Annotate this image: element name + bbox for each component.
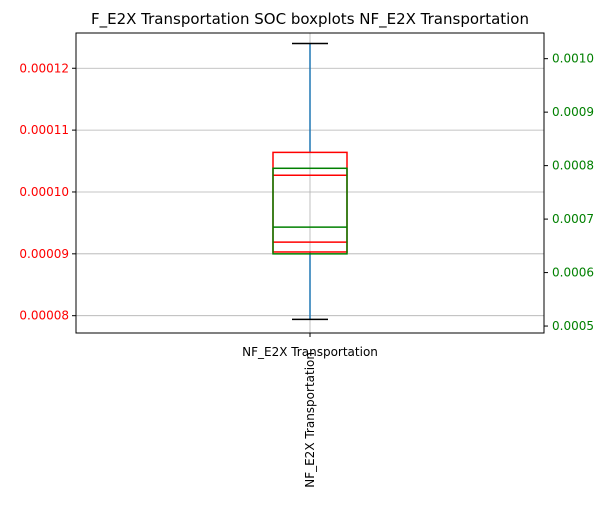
right-tick-label: 0.0009 bbox=[552, 105, 594, 119]
chart-title: F_E2X Transportation SOC boxplots NF_E2X… bbox=[91, 10, 529, 29]
left-axis-ticks: 0.00008 0.00009 0.00010 0.00011 0.00012 bbox=[19, 61, 76, 323]
right-tick-label: 0.0006 bbox=[552, 266, 594, 280]
box-right-axis bbox=[272, 167, 348, 255]
left-tick-label: 0.00011 bbox=[19, 123, 69, 137]
left-tick-label: 0.00008 bbox=[19, 309, 69, 323]
x-category-label-rotated: NF_E2X Transportation bbox=[303, 352, 317, 488]
right-tick-label: 0.0005 bbox=[552, 319, 594, 333]
right-tick-label: 0.0008 bbox=[552, 159, 594, 173]
x-category-label: NF_E2X Transportation bbox=[242, 345, 378, 359]
left-tick-label: 0.00012 bbox=[19, 61, 69, 75]
right-axis-ticks: 0.0005 0.0006 0.0007 0.0008 0.0009 0.0010 bbox=[544, 52, 594, 333]
left-tick-label: 0.00010 bbox=[19, 185, 69, 199]
right-tick-label: 0.0007 bbox=[552, 212, 594, 226]
left-tick-label: 0.00009 bbox=[19, 247, 69, 261]
right-tick-label: 0.0010 bbox=[552, 52, 594, 66]
plot-frame bbox=[75, 32, 545, 334]
box-marks bbox=[272, 42, 348, 337]
